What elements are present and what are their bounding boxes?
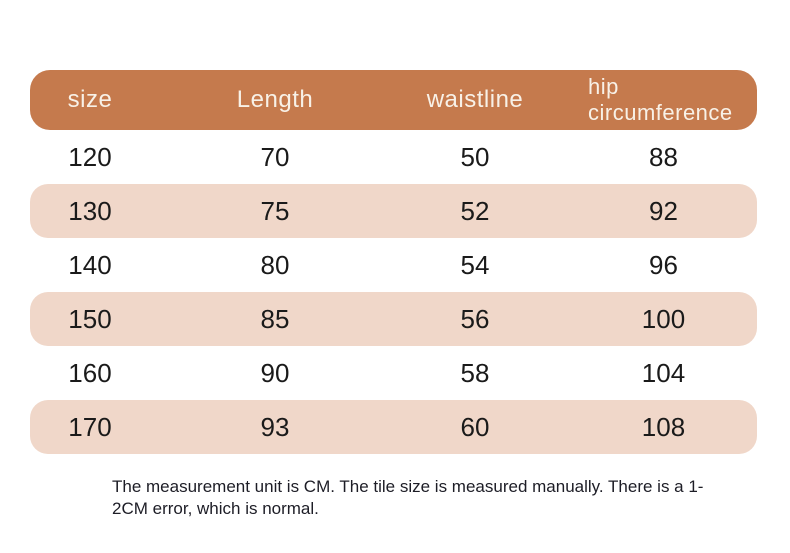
table-cell: 160	[68, 357, 112, 388]
table-cell: 104	[641, 357, 686, 388]
table-cell: 150	[68, 303, 112, 334]
table-cell: 88	[649, 141, 678, 172]
table-cell: 96	[649, 249, 678, 280]
table-cell: 50	[460, 141, 490, 172]
table-cell: 100	[641, 303, 686, 334]
size-chart-table: size Length waistline hip circumference …	[30, 70, 757, 454]
header-cell-hip-circumference: hip circumference	[588, 74, 733, 125]
table-cell: 80	[260, 249, 290, 280]
table-row: 150 85 56 100	[30, 292, 757, 346]
table-cell: 54	[460, 249, 490, 280]
table-body: 120 70 50 88 130 75 52 92 140 80 54 96 150 85 56 100 160…	[30, 130, 757, 454]
table-cell: 56	[460, 303, 490, 334]
table-row: 130 75 52 92	[30, 184, 757, 238]
table-cell: 90	[260, 357, 290, 388]
table-row: 140 80 54 96	[30, 238, 757, 292]
table-cell: 60	[460, 411, 490, 442]
table-cell: 70	[260, 141, 290, 172]
header-cell-length: Length	[236, 86, 314, 113]
table-cell: 93	[260, 411, 290, 442]
table-cell: 75	[260, 195, 290, 226]
table-cell: 58	[460, 357, 490, 388]
table-cell: 140	[68, 249, 112, 280]
table-header-row: size Length waistline hip circumference	[30, 70, 757, 130]
header-cell-waistline: waistline	[426, 86, 524, 113]
table-row: 170 93 60 108	[30, 400, 757, 454]
measurement-note: The measurement unit is CM. The tile siz…	[112, 477, 704, 518]
table-cell: 120	[68, 141, 112, 172]
table-cell: 52	[460, 195, 490, 226]
header-cell-size: size	[67, 86, 113, 113]
table-row: 120 70 50 88	[30, 130, 757, 184]
table-row: 160 90 58 104	[30, 346, 757, 400]
table-cell: 85	[260, 303, 290, 334]
table-cell: 170	[68, 411, 112, 442]
table-cell: 130	[68, 195, 112, 226]
table-cell: 92	[649, 195, 678, 226]
table-cell: 108	[641, 411, 686, 442]
